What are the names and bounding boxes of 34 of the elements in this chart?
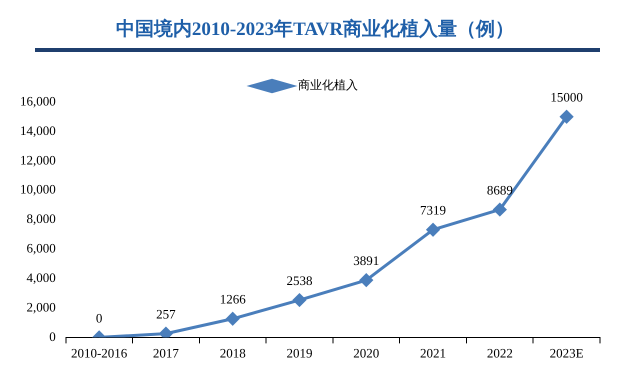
point [360,274,373,287]
x-tick-label: 2022 [486,346,513,361]
x-tick-label: 2020 [353,346,380,361]
x-tick-label: 2021 [420,346,446,361]
point [493,203,506,216]
y-tick-label: 14,000 [20,122,56,138]
data-label: 15000 [550,90,583,105]
y-tick-label: 16,000 [20,93,56,108]
point [292,294,306,307]
y-tick-label: 0 [49,328,56,344]
y-tick-label: 2,000 [26,299,56,314]
y-tick-label: 8,000 [26,211,56,226]
point [560,110,574,124]
data-label: 7319 [420,202,446,218]
x-tick-label: 2017 [152,346,180,361]
data-label: 8689 [486,182,513,198]
data-label: 3891 [353,253,380,268]
y-tick-label: 6,000 [26,240,56,256]
x-tick-label: 2010-2016 [70,346,128,361]
x-tick-label: 2023E [550,346,584,361]
y-tick-label: 10,000 [20,182,56,197]
x-tick-label: 2019 [286,346,312,361]
point [426,223,440,236]
chart-title: 中国境内2010-2023年TAVR商业化植入量（例） [114,18,516,42]
point [159,327,172,338]
y-tick-label: 12,000 [20,152,56,168]
data-label: 2538 [286,272,312,288]
data-label: 1266 [220,292,246,307]
data-label: 0 [96,310,102,326]
data-label: 257 [156,306,176,322]
x-tick-label: 2018 [220,346,246,361]
y-tick-label: 4,000 [26,270,56,285]
legend-label: 商业化植入 [298,78,358,92]
point [226,312,240,326]
